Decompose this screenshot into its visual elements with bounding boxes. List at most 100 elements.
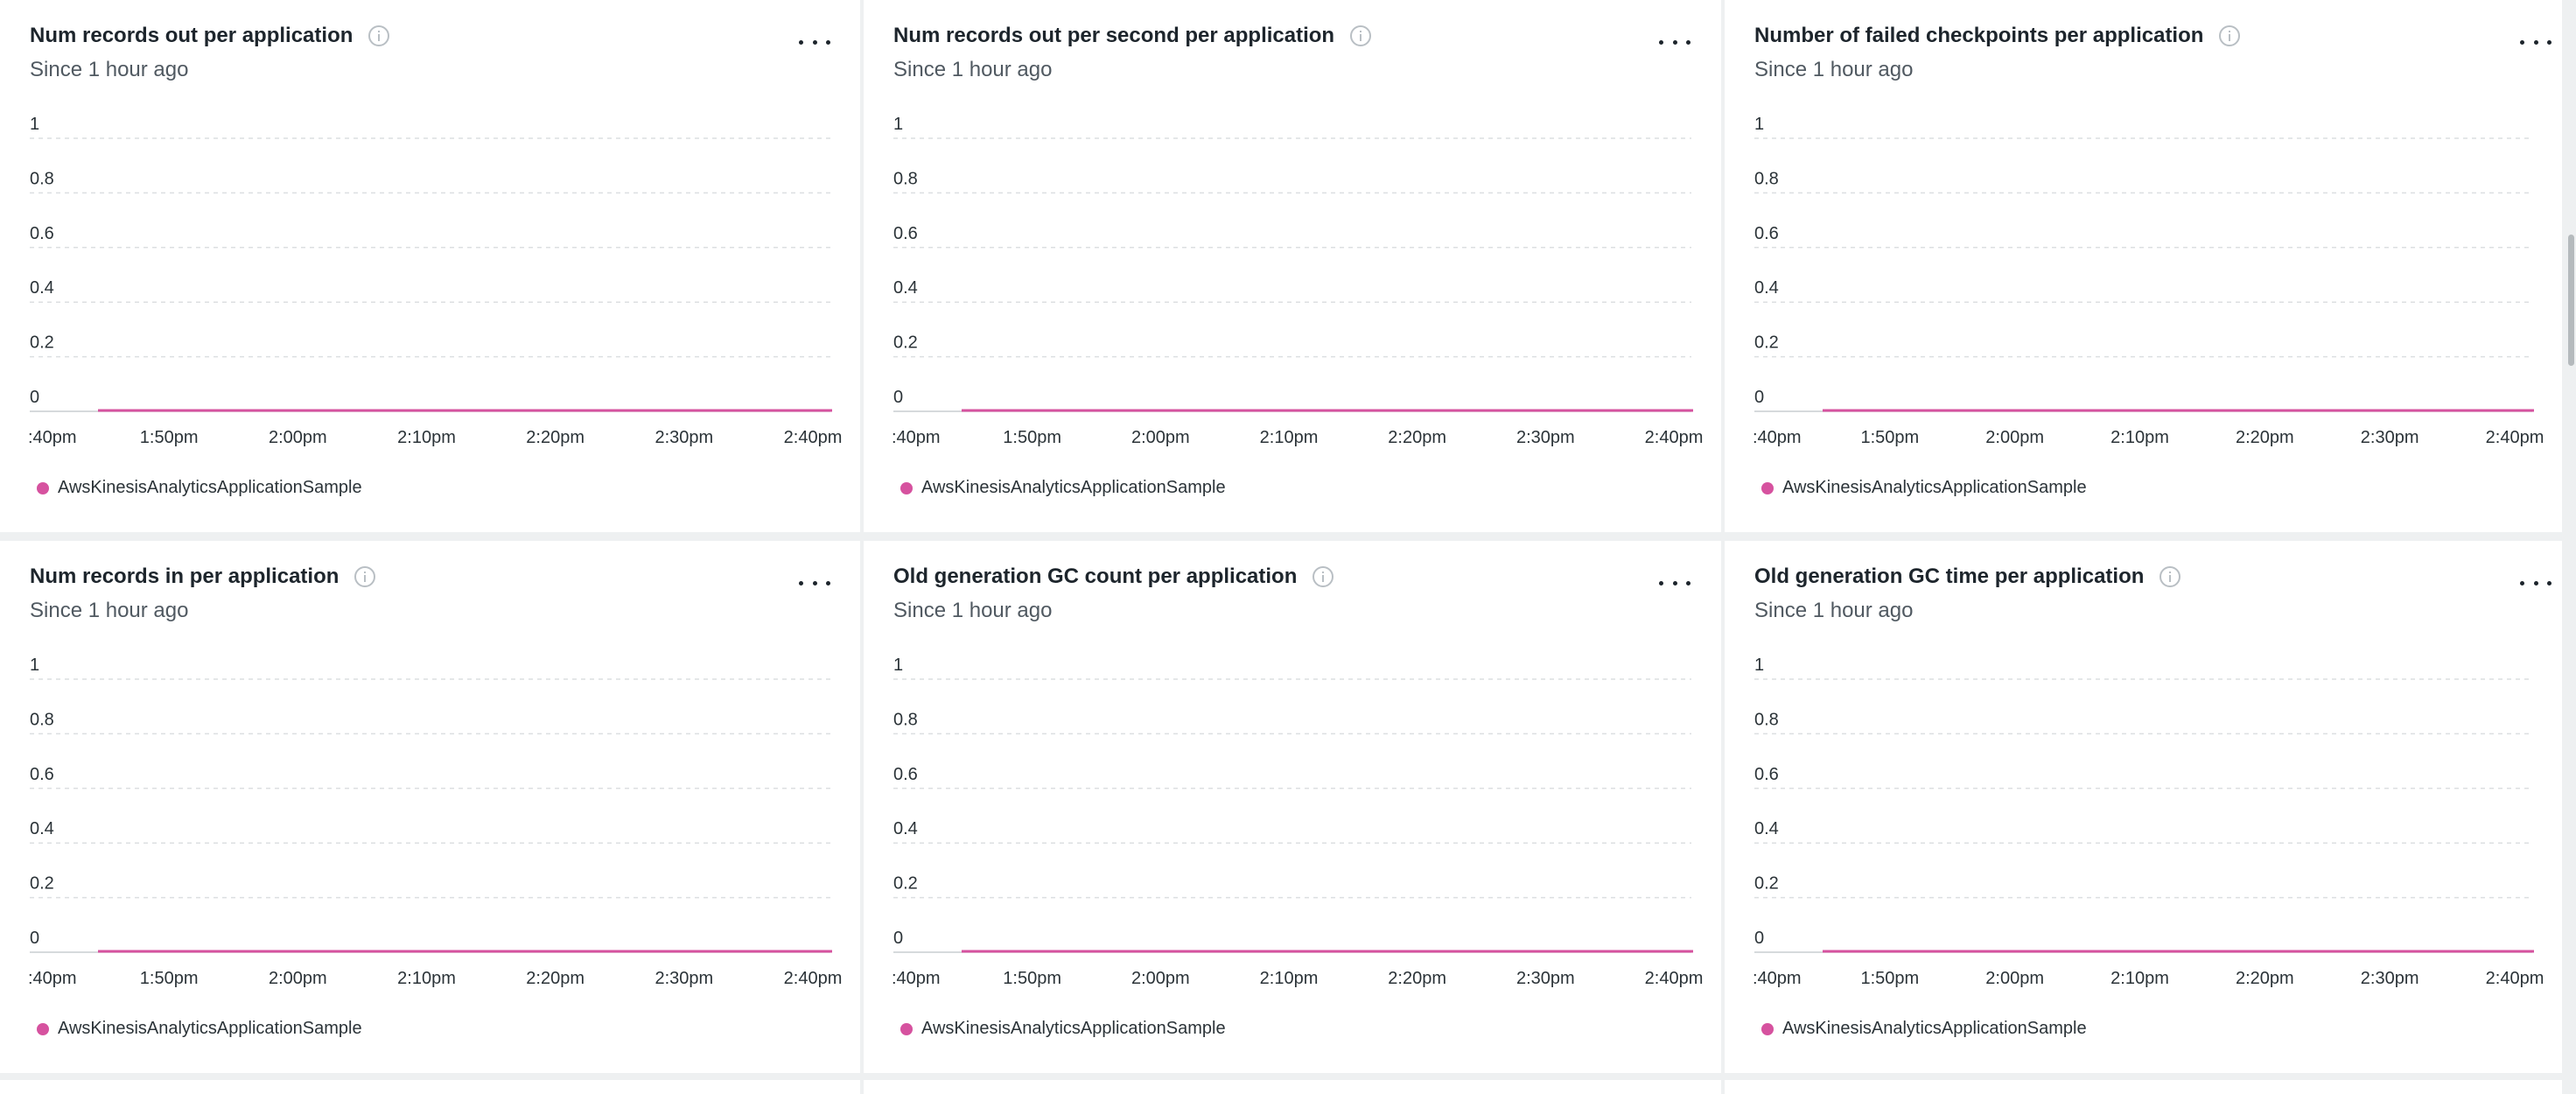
ellipsis-icon-dot <box>2533 39 2538 45</box>
x-tick-label: 2:40pm <box>1645 428 1704 447</box>
chart-more-button[interactable] <box>2520 572 2552 593</box>
info-icon[interactable] <box>1350 25 1372 46</box>
y-tick-label: 1 <box>30 115 39 134</box>
x-tick-label: 2:30pm <box>654 969 713 988</box>
ellipsis-icon-dot <box>1672 39 1677 45</box>
line-chart: 1 0.8 0.6 0.4 0.2 0:40pm 1:50pm 2:00pm 2:10pm 2:2… <box>892 656 1704 988</box>
legend-label: AwsKinesisAnalyticsApplicationSample <box>921 1019 1226 1038</box>
x-tick-label: 1:50pm <box>1003 969 1061 988</box>
x-tick-label: 2:30pm <box>2361 428 2419 447</box>
info-icon[interactable] <box>368 25 390 46</box>
chart-card-partial <box>864 1080 1721 1094</box>
x-tick-label: 1:50pm <box>140 969 199 988</box>
x-tick-label: 2:10pm <box>1260 969 1319 988</box>
line-chart: 1 0.8 0.6 0.4 0.2 0:40pm 1:50pm 2:00pm 2:10pm 2:2… <box>28 656 842 988</box>
ellipsis-icon-dot <box>812 580 817 586</box>
chart-time-range: Since 1 hour ago <box>893 599 1053 622</box>
chart-legend[interactable]: AwsKinesisAnalyticsApplicationSample <box>37 1019 362 1039</box>
scrollbar-thumb[interactable] <box>2568 235 2574 366</box>
legend-swatch <box>1761 481 1774 494</box>
x-tick-label: 2:00pm <box>269 969 327 988</box>
legend-swatch <box>1761 1022 1774 1035</box>
x-tick-label: 2:20pm <box>1388 969 1446 988</box>
chart-card: Old generation GC time per application Si… <box>1725 541 2562 1073</box>
info-icon[interactable] <box>354 566 376 587</box>
info-icon[interactable] <box>2219 25 2241 46</box>
page-scrollbar[interactable] <box>2567 0 2576 1094</box>
chart-legend[interactable]: AwsKinesisAnalyticsApplicationSample <box>1761 478 2087 498</box>
chart-more-button[interactable] <box>1659 572 1690 593</box>
legend-label: AwsKinesisAnalyticsApplicationSample <box>1782 478 2087 497</box>
chart-title: Old generation GC time per application <box>1754 565 2181 589</box>
chart-legend[interactable]: AwsKinesisAnalyticsApplicationSample <box>1761 1019 2087 1039</box>
ellipsis-icon-dot <box>2533 580 2538 586</box>
y-tick-label: 0.4 <box>893 819 918 838</box>
x-tick-label: :40pm <box>892 428 941 447</box>
y-tick-label: 0.6 <box>893 224 918 243</box>
x-tick-label: 2:40pm <box>1645 969 1704 988</box>
y-tick-label: 0 <box>893 388 903 407</box>
ellipsis-icon-dot <box>1659 39 1663 45</box>
line-chart: 1 0.8 0.6 0.4 0.2 0:40pm 1:50pm 2:00pm 2:10pm 2:2… <box>28 115 843 447</box>
y-tick-label: 0.4 <box>30 819 54 838</box>
y-tick-label: 0.8 <box>1754 710 1779 729</box>
ellipsis-icon-dot <box>826 580 830 586</box>
y-tick-label: 0.6 <box>30 765 54 784</box>
chart-title: Num records out per second per applicati… <box>893 24 1372 48</box>
chart-title-text: Num records out per second per applicati… <box>893 24 1335 47</box>
chart-more-button[interactable] <box>1659 32 1690 53</box>
legend-swatch <box>37 481 49 494</box>
ellipsis-icon-dot <box>1686 580 1690 586</box>
x-tick-label: 1:50pm <box>1003 428 1061 447</box>
chart-more-button[interactable] <box>799 32 830 53</box>
chart-legend[interactable]: AwsKinesisAnalyticsApplicationSample <box>900 1019 1226 1039</box>
ellipsis-icon-dot <box>2547 39 2552 45</box>
y-tick-label: 0.4 <box>1754 278 1779 298</box>
y-tick-label: 0.8 <box>893 710 918 729</box>
x-tick-label: 2:30pm <box>1516 969 1575 988</box>
ellipsis-icon-dot <box>826 39 830 45</box>
info-icon[interactable] <box>1312 566 1334 587</box>
x-tick-label: 2:20pm <box>526 428 584 447</box>
y-tick-label: 0.2 <box>30 333 54 353</box>
ellipsis-icon-dot <box>812 39 817 45</box>
legend-swatch <box>37 1022 49 1035</box>
line-chart: 1 0.8 0.6 0.4 0.2 0:40pm 1:50pm 2:00pm 2:10pm 2:2… <box>892 115 1704 447</box>
x-tick-label: 1:50pm <box>1860 969 1919 988</box>
line-chart: 1 0.8 0.6 0.4 0.2 0:40pm 1:50pm 2:00pm 2:10pm 2:2… <box>1753 115 2544 447</box>
chart-card: Num records in per application Since 1 ho… <box>0 541 860 1073</box>
x-tick-label: 2:10pm <box>2110 969 2169 988</box>
y-tick-label: 0.8 <box>893 169 918 188</box>
x-tick-label: 2:30pm <box>1516 428 1575 447</box>
y-tick-label: 0.2 <box>1754 333 1779 353</box>
chart-legend[interactable]: AwsKinesisAnalyticsApplicationSample <box>37 478 362 498</box>
chart-time-range: Since 1 hour ago <box>30 58 189 81</box>
ellipsis-icon-dot <box>1686 39 1690 45</box>
chart-title-text: Old generation GC time per application <box>1754 565 2145 588</box>
chart-title-text: Num records in per application <box>30 565 340 588</box>
x-tick-label: 2:10pm <box>397 969 456 988</box>
legend-label: AwsKinesisAnalyticsApplicationSample <box>1782 1019 2087 1038</box>
y-tick-label: 1 <box>893 656 903 675</box>
x-tick-label: :40pm <box>28 969 77 988</box>
legend-label: AwsKinesisAnalyticsApplicationSample <box>58 478 362 497</box>
info-icon[interactable] <box>2160 566 2181 587</box>
ellipsis-icon-dot <box>2547 580 2552 586</box>
chart-title: Num records in per application <box>30 565 376 589</box>
chart-more-button[interactable] <box>2520 32 2552 53</box>
x-tick-label: 2:40pm <box>784 428 843 447</box>
y-tick-label: 0 <box>30 929 39 948</box>
line-chart: 1 0.8 0.6 0.4 0.2 0:40pm 1:50pm 2:00pm 2:10pm 2:2… <box>1753 656 2544 988</box>
y-tick-label: 0.4 <box>30 278 54 298</box>
x-tick-label: 2:00pm <box>269 428 327 447</box>
chart-more-button[interactable] <box>799 572 830 593</box>
y-tick-label: 0.2 <box>1754 874 1779 894</box>
chart-legend[interactable]: AwsKinesisAnalyticsApplicationSample <box>900 478 1226 498</box>
y-tick-label: 0.6 <box>1754 765 1779 784</box>
legend-label: AwsKinesisAnalyticsApplicationSample <box>921 478 1226 497</box>
x-tick-label: 2:40pm <box>2486 428 2544 447</box>
chart-card-partial <box>1725 1080 2562 1094</box>
chart-title-text: Num records out per application <box>30 24 354 47</box>
y-tick-label: 0.6 <box>893 765 918 784</box>
